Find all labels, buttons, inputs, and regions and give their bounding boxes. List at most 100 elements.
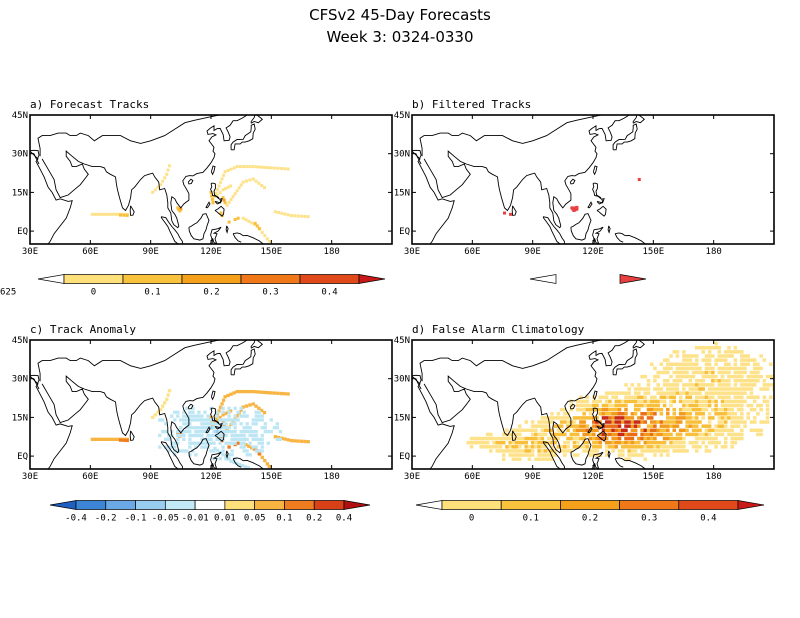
data-cell bbox=[161, 418, 165, 422]
data-cell bbox=[624, 399, 628, 404]
data-cell bbox=[666, 358, 670, 362]
data-cell bbox=[176, 437, 180, 441]
data-cell bbox=[666, 379, 670, 383]
data-cell bbox=[553, 453, 557, 457]
data-cell bbox=[740, 403, 744, 408]
data-cell bbox=[218, 433, 222, 438]
data-cell bbox=[233, 406, 237, 411]
data-cell bbox=[617, 436, 622, 441]
data-cell bbox=[637, 445, 641, 449]
data-cell bbox=[711, 366, 715, 371]
data-cell bbox=[617, 412, 622, 416]
data-cell bbox=[604, 416, 609, 420]
data-cell bbox=[518, 453, 522, 457]
coastline bbox=[430, 243, 431, 244]
data-cell bbox=[714, 362, 718, 367]
data-cell bbox=[161, 429, 165, 434]
data-cell bbox=[730, 436, 734, 441]
data-cell bbox=[179, 429, 183, 434]
data-cell bbox=[233, 414, 237, 418]
data-cell bbox=[122, 213, 126, 217]
data-cell bbox=[505, 445, 509, 449]
data-cell bbox=[717, 424, 722, 428]
data-cell bbox=[289, 438, 294, 443]
data-cell bbox=[682, 449, 686, 453]
data-cell bbox=[521, 428, 525, 433]
data-cell bbox=[704, 436, 709, 441]
data-cell bbox=[248, 441, 252, 445]
data-cell bbox=[540, 440, 545, 445]
data-cell bbox=[253, 221, 257, 225]
data-cell bbox=[601, 432, 606, 437]
data-cell bbox=[711, 399, 715, 404]
data-cell bbox=[733, 424, 738, 428]
data-cell bbox=[229, 167, 233, 171]
data-cell bbox=[723, 440, 728, 445]
data-cell bbox=[730, 354, 734, 358]
data-cell bbox=[646, 449, 651, 453]
data-cell bbox=[518, 449, 522, 453]
data-cell bbox=[720, 391, 725, 395]
data-cell bbox=[720, 428, 725, 433]
data-cell bbox=[723, 370, 728, 375]
data-cell bbox=[218, 418, 222, 422]
data-cell bbox=[730, 407, 734, 412]
data-cell bbox=[262, 186, 266, 190]
data-cell bbox=[685, 358, 689, 362]
data-cell bbox=[479, 445, 483, 449]
data-cell bbox=[595, 445, 599, 449]
data-cell bbox=[707, 449, 712, 453]
map-area bbox=[30, 115, 310, 244]
data-cell bbox=[691, 428, 696, 433]
data-cell bbox=[621, 432, 625, 437]
data-cell bbox=[630, 449, 635, 453]
data-cell bbox=[245, 453, 249, 457]
x-tick-label: 90E bbox=[143, 472, 159, 482]
y-tick-label: 30N bbox=[12, 150, 28, 160]
coastline bbox=[30, 375, 73, 469]
data-cell bbox=[534, 436, 538, 441]
data-cell bbox=[682, 358, 686, 362]
data-cell bbox=[239, 445, 243, 449]
coastline bbox=[233, 232, 266, 244]
data-cell bbox=[649, 449, 654, 453]
data-cell bbox=[621, 403, 625, 408]
data-cell bbox=[521, 436, 525, 441]
data-cell bbox=[611, 403, 615, 408]
data-cell bbox=[707, 432, 712, 437]
data-cell bbox=[727, 428, 731, 433]
data-cell bbox=[759, 354, 763, 358]
data-cell bbox=[151, 415, 155, 420]
data-cell bbox=[749, 374, 754, 379]
data-cell bbox=[242, 429, 246, 434]
data-cell bbox=[669, 436, 673, 441]
data-cell bbox=[588, 412, 593, 416]
data-cell bbox=[254, 410, 258, 414]
data-cell bbox=[717, 428, 722, 433]
data-cell bbox=[714, 399, 718, 404]
data-cell bbox=[125, 213, 129, 217]
data-cell bbox=[604, 445, 609, 449]
data-cell bbox=[711, 370, 715, 375]
data-cell bbox=[740, 379, 744, 383]
data-cell bbox=[656, 370, 660, 375]
data-cell bbox=[543, 440, 548, 445]
data-cell bbox=[242, 426, 246, 430]
coastline bbox=[592, 182, 602, 201]
data-cell bbox=[765, 399, 770, 404]
data-cell bbox=[534, 432, 538, 437]
data-cell bbox=[656, 403, 660, 408]
data-cell bbox=[675, 383, 680, 387]
data-cell bbox=[611, 445, 615, 449]
data-cell bbox=[159, 408, 163, 412]
data-cell bbox=[714, 436, 718, 441]
data-cell bbox=[521, 449, 525, 453]
coastline bbox=[30, 150, 73, 244]
data-cell bbox=[643, 374, 648, 379]
data-cell bbox=[740, 387, 744, 391]
data-cell bbox=[495, 449, 500, 453]
data-cell bbox=[662, 445, 667, 449]
coastline bbox=[232, 233, 242, 243]
data-cell bbox=[649, 407, 654, 412]
data-cell bbox=[191, 449, 195, 453]
